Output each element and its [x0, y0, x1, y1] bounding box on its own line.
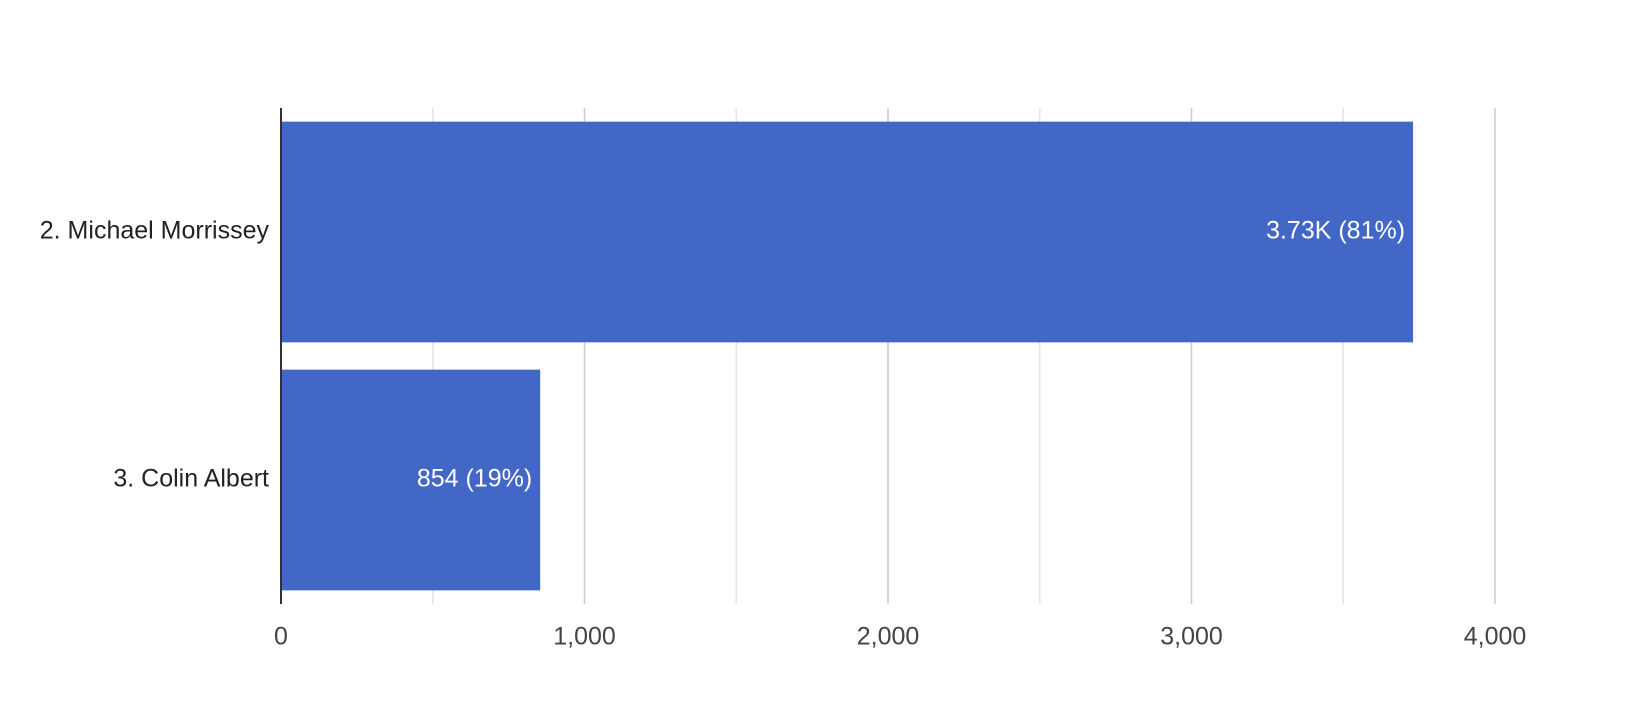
x-tick-label: 3,000: [1160, 623, 1223, 651]
bar: [281, 121, 1414, 343]
data-label: 854 (19%): [417, 465, 532, 493]
x-tick-label: 0: [274, 623, 288, 651]
x-tick-label: 4,000: [1464, 623, 1527, 651]
x-tick-label: 2,000: [857, 623, 920, 651]
x-tick-label: 1,000: [553, 623, 616, 651]
bar: [281, 369, 541, 591]
category-label: 3. Colin Albert: [113, 465, 269, 493]
category-label: 2. Michael Morrissey: [40, 217, 270, 245]
data-label: 3.73K (81%): [1266, 217, 1405, 245]
